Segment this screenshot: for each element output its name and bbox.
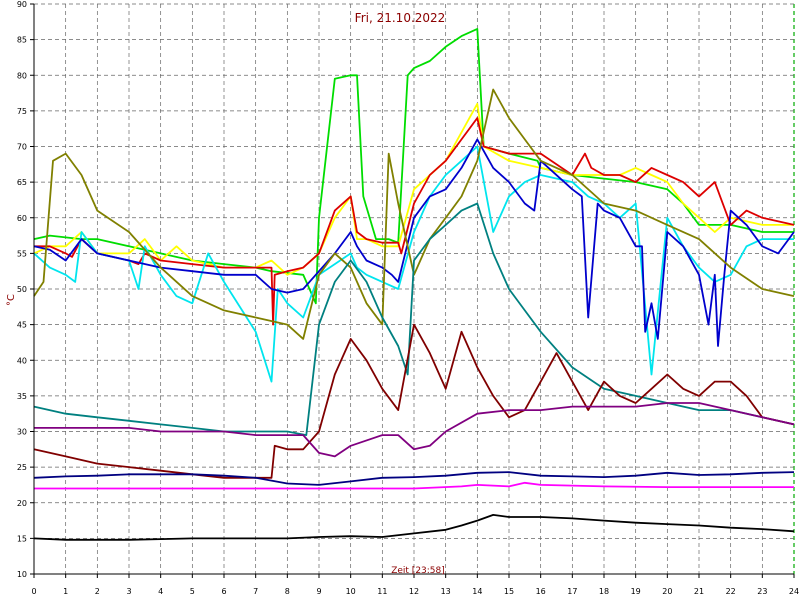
series-line-3 [34,117,795,326]
y-tick-label: 70 [17,143,27,152]
x-tick-label: 24 [789,587,799,596]
y-tick-label: 30 [17,428,27,437]
x-tick-label: 0 [31,587,36,596]
y-tick-label: 15 [17,534,27,543]
chart-title: Fri, 21.10.2022 [355,11,446,25]
x-tick-label: 22 [726,587,736,596]
x-tick-label: 18 [599,587,609,596]
x-tick-label: 16 [536,587,546,596]
series-line-11 [34,481,794,490]
axes: 0 1 2 3 4 5 6 7 8 9 10 11 12 13 14 15 16 17 18 19 20 21 22 23 24… [17,0,799,596]
y-tick-label: 45 [17,321,27,330]
x-tick-label: 20 [662,587,672,596]
series-line-4 [33,145,794,383]
x-axis-label: Zeit [23:58] [391,566,445,576]
x-tick-label: 17 [567,587,577,596]
series-line-7 [33,202,795,437]
series-line-6 [33,88,795,340]
x-tick-label: 13 [441,587,451,596]
x-tick-label: 1 [63,587,68,596]
y-tick-label: 10 [17,570,27,579]
x-tick-label: 14 [472,587,482,596]
y-tick-label: 90 [17,0,27,9]
series-line-5 [33,138,795,347]
y-tick-label: 50 [17,285,27,294]
y-tick-label: 85 [17,36,27,45]
x-tick-label: 5 [190,587,195,596]
y-tick-label: 65 [17,178,27,187]
x-tick-label: 2 [95,587,100,596]
x-tick-label: 21 [694,587,704,596]
x-tick-label: 15 [504,587,514,596]
series-line-10 [33,471,795,486]
x-tick-label: 10 [346,587,356,596]
series-layer [33,27,795,541]
y-tick-label: 40 [17,356,27,365]
x-tick-label: 6 [221,587,226,596]
series-line-12 [33,514,795,541]
series-line-9 [34,402,795,458]
y-tick-label: 55 [17,249,27,258]
x-tick-label: 23 [757,587,767,596]
x-tick-label: 19 [631,587,641,596]
y-tick-label: 75 [17,107,27,116]
y-tick-label: 25 [17,463,27,472]
x-tick-label: 3 [126,587,131,596]
y-tick-label: 60 [17,214,27,223]
series-line-1 [33,27,794,305]
x-tick-label: 7 [253,587,258,596]
x-tick-label: 8 [285,587,290,596]
y-tick-label: 35 [17,392,27,401]
y-tick-label: 80 [17,71,27,80]
y-tick-label: 20 [17,499,27,508]
x-tick-label: 9 [316,587,321,596]
y-axis-label: °C [6,294,17,306]
x-tick-label: 12 [409,587,419,596]
x-tick-label: 4 [158,587,163,596]
series-line-2 [33,102,794,276]
x-tick-label: 11 [377,587,387,596]
